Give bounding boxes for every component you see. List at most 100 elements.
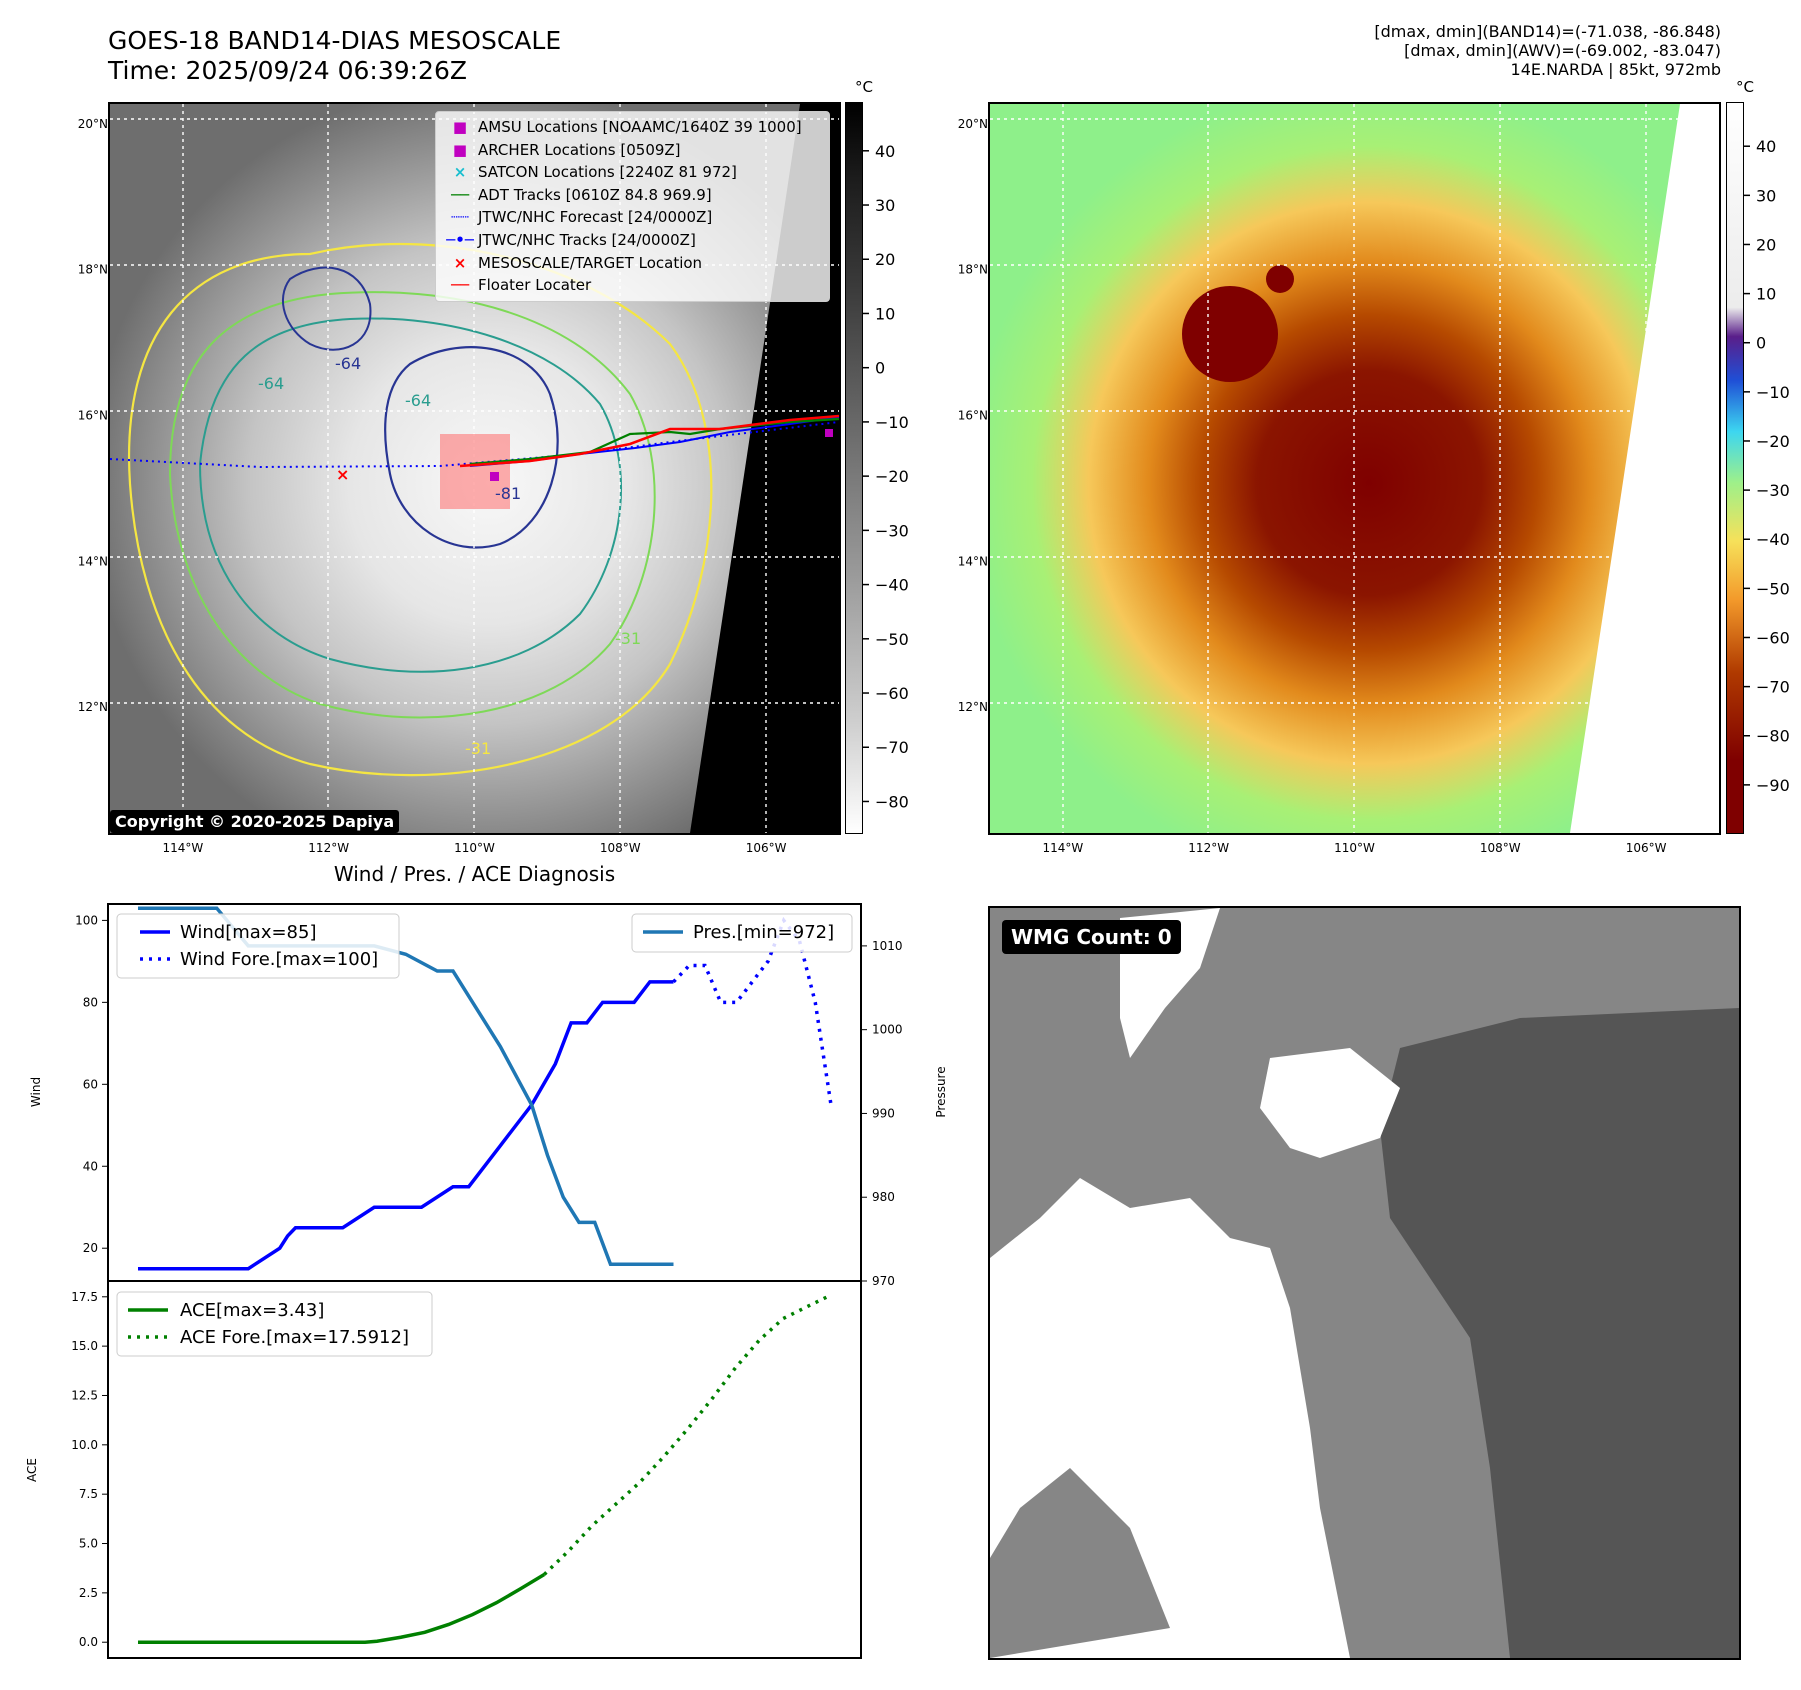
legend-symbol-icon: ■ [452,140,468,159]
floater-track [459,414,839,468]
contour-teal [198,317,622,673]
lon-tick-label: 108°W [1480,841,1521,855]
info-line-3: 14E.NARDA | 85kt, 972mb [1510,60,1721,79]
legend-symbol-icon: ┈┈ [450,208,470,227]
colorbar-tick-label: −30 [1756,481,1790,500]
lon-tick-label: 106°W [1626,841,1667,855]
lon-tick-label: 114°W [163,841,204,855]
legend-label: ADT Tracks [0610Z 84.8 969.9] [478,185,712,204]
wmg-canvas [990,908,1739,1658]
contour-green [168,291,656,719]
colorbar-tick-label: −60 [875,684,909,703]
info-line-1: [dmax, dmin](BAND14)=(-71.038, -86.848) [1374,22,1721,41]
legend-wind: Wind[max=85] [180,922,317,943]
legend-pressure: Pres.[min=972] [693,922,834,943]
colorbar-tick-label: −70 [1756,678,1790,697]
colorbar-tick-label: −10 [875,413,909,432]
figure-title: GOES-18 BAND14-DIAS MESOSCALE Time: 2025… [108,26,561,86]
lat-tick-label: 20°N [958,117,988,131]
colorbar-tick-label: −10 [1756,383,1790,402]
wmg-panel: WMG Count: 0 [988,906,1741,1660]
wind-axis-label: Wind [29,1077,43,1107]
legend-label: MESOSCALE/TARGET Location [478,253,703,272]
colorbar-tick-label: −70 [875,738,909,757]
wmg-gray-patch [990,1468,1170,1658]
map-legend-item: ── ADT Tracks [0610Z 84.8 969.9] [442,184,823,207]
map-legend-rows: ■ AMSU Locations [NOAAMC/1640Z 39 1000] ■ A… [442,116,823,297]
legend-symbol-icon: ─•─ [446,230,474,249]
contour-yellow [127,242,713,777]
archer-marker [490,472,499,481]
lon-tick-label: 108°W [600,841,641,855]
colorbar-tick-label: 20 [875,250,895,269]
lon-tick-label: 112°W [308,841,349,855]
colorbar-left-unit: °C [855,78,873,96]
lat-tick-label: 18°N [958,263,988,277]
map-legend-item: ■ AMSU Locations [NOAAMC/1640Z 39 1000] [442,116,823,139]
legend-symbol-icon: ■ [452,118,468,136]
ace-ytick-label: 2.5 [79,1586,98,1600]
pressure-legend: Pres.[min=972] [631,913,853,953]
floater-box [440,434,510,509]
colorbar-tick-label: 30 [1756,186,1776,205]
pressure-ytick-label: 980 [872,1190,895,1204]
colorbar-tick-label: −20 [1756,432,1790,451]
colorbar-tick-label: 10 [1756,285,1776,304]
lat-tick-label: 20°N [78,117,108,131]
colorbar-tick-label: −40 [875,576,909,595]
pressure-ytick-label: 970 [872,1274,895,1288]
contour-label: -64 [405,391,431,410]
contour-label: -64 [335,354,361,373]
awv-no-data-region [1570,104,1719,833]
colorbar-tick-label: −40 [1756,530,1790,549]
ir-map-panel: × -64 -64 -64 -81 -31 -31 ■ AMSU Location… [108,102,841,835]
wind-ytick-label: 80 [83,995,98,1009]
legend-label: SATCON Locations [2240Z 81 972] [478,163,737,182]
ace-ytick-label: 7.5 [79,1487,98,1501]
contour-navy-core [384,346,559,549]
colorbar-tick-label: 40 [1756,137,1776,156]
ace-ytick-label: 10.0 [71,1438,98,1452]
map-legend-item: × SATCON Locations [2240Z 81 972] [442,161,823,184]
awv-map-canvas [990,104,1719,833]
legend-symbol-icon: ── [450,185,470,204]
legend-label: Floater Locater [478,276,592,295]
legend-label: JTWC/NHC Tracks [24/0000Z] [478,230,696,249]
target-location-marker: × [336,465,349,484]
ace-legend: ACE[max=3.43] ACE Fore.[max=17.5912] [116,1291,433,1357]
wind-line [138,980,674,1271]
wind-forecast-line [672,916,833,1106]
legend-symbol-icon: × [453,163,467,182]
ace-ytick-label: 12.5 [71,1388,98,1402]
wmg-dark-region [1380,1008,1739,1658]
colorbar-tick-label: −20 [875,467,909,486]
colorbar-left [845,102,863,834]
colorbar-tick-label: −30 [875,521,909,540]
colorbar-right-ticks: 40 30 20 10 0 −10 −20 −30 −40 −50 −60 −70 −80 −90 [1744,137,1790,795]
lat-tick-label: 14°N [958,554,988,568]
ace-ytick-label: 5.0 [79,1537,98,1551]
ace-line [138,1573,546,1644]
lon-tick-label: 110°W [454,841,495,855]
wmg-count-badge: WMG Count: 0 [1002,920,1181,954]
lat-tick-label: 12°N [78,700,108,714]
lat-tick-label: 12°N [958,700,988,714]
map-axis-labels: 20°N 18°N 16°N 14°N 12°N 114°W 112°W 110°W 108°… [78,117,1667,855]
diagnosis-charts: 20 40 60 80 100 970 980 990 1000 1010 0.0 2.5 5.0 7… [25,903,948,1659]
storm-info: [dmax, dmin](BAND14)=(-71.038, -86.848) … [1374,22,1721,79]
lat-tick-label: 18°N [78,263,108,277]
ace-ytick-label: 15.0 [71,1339,98,1353]
lon-tick-label: 112°W [1188,841,1229,855]
ace-axis-label: ACE [25,1458,39,1482]
colorbar-tick-label: 0 [1756,334,1766,353]
adt-track [469,417,839,466]
map-legend: ■ AMSU Locations [NOAAMC/1640Z 39 1000] ■ A… [435,111,830,302]
info-line-2: [dmax, dmin](AWV)=(-69.002, -83.047) [1404,41,1721,60]
lat-tick-label: 14°N [78,554,108,568]
legend-ace-forecast: ACE Fore.[max=17.5912] [180,1327,409,1348]
title-line-1: GOES-18 BAND14-DIAS MESOSCALE [108,26,562,55]
colorbar-tick-label: −90 [1756,776,1790,795]
wind-ytick-label: 20 [83,1241,98,1255]
legend-label: AMSU Locations [NOAAMC/1640Z 39 1000] [478,118,802,136]
legend-label: ARCHER Locations [0509Z] [478,140,681,159]
